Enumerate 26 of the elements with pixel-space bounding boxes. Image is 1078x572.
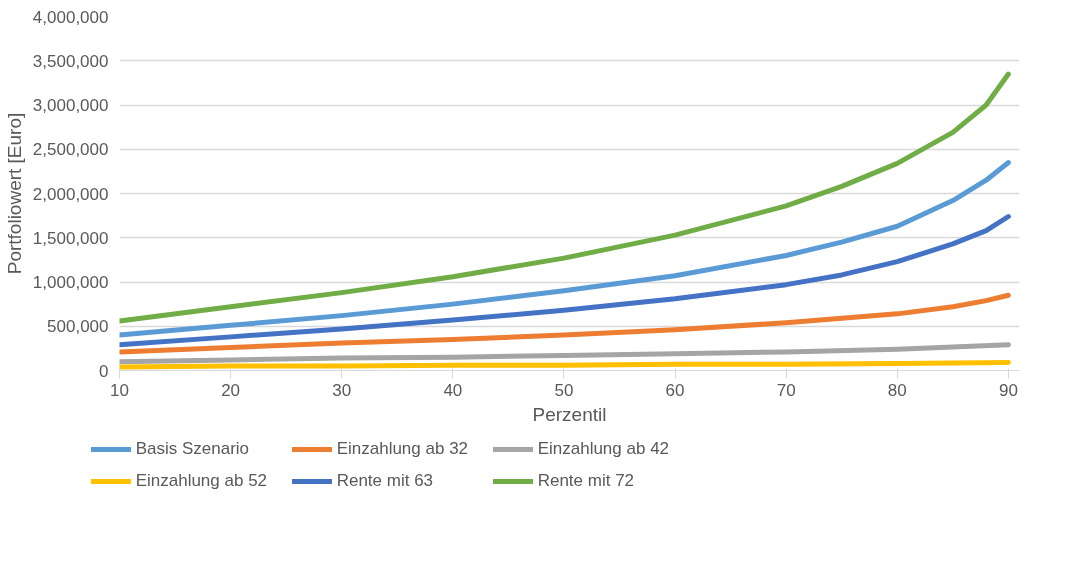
legend-label: Einzahlung ab 52	[135, 471, 269, 491]
x-tick-label: 60	[665, 380, 685, 400]
y-axis-title: Portfoliowert [Euro]	[3, 112, 25, 275]
y-tick-label: 500,000	[47, 317, 109, 337]
x-axis-title: Perzentil	[532, 403, 607, 425]
y-tick-label: 2,500,000	[32, 140, 109, 160]
x-tick-label: 80	[887, 380, 907, 400]
legend-label: Einzahlung ab 32	[336, 439, 470, 459]
legend-label: Basis Szenario	[135, 439, 251, 459]
legend-label: Rente mit 72	[537, 471, 636, 491]
x-tick-label: 50	[554, 380, 574, 400]
x-tick-label: 40	[443, 380, 463, 400]
x-tick-label: 20	[221, 380, 241, 400]
y-tick-label: 1,500,000	[32, 228, 109, 248]
y-tick-label: 2,000,000	[32, 184, 109, 204]
x-tick-label: 10	[110, 380, 129, 400]
legend-label: Einzahlung ab 42	[537, 439, 671, 459]
x-tick-label: 30	[332, 380, 352, 400]
y-tick-label: 3,500,000	[32, 51, 109, 71]
y-tick-label: 4,000,000	[32, 7, 109, 27]
y-tick-label: 0	[99, 361, 109, 381]
legend-label: Rente mit 63	[336, 471, 435, 491]
x-tick-label: 90	[998, 380, 1018, 400]
y-tick-label: 3,000,000	[32, 96, 109, 115]
y-tick-label: 1,000,000	[32, 273, 109, 292]
x-tick-label: 70	[776, 380, 796, 400]
